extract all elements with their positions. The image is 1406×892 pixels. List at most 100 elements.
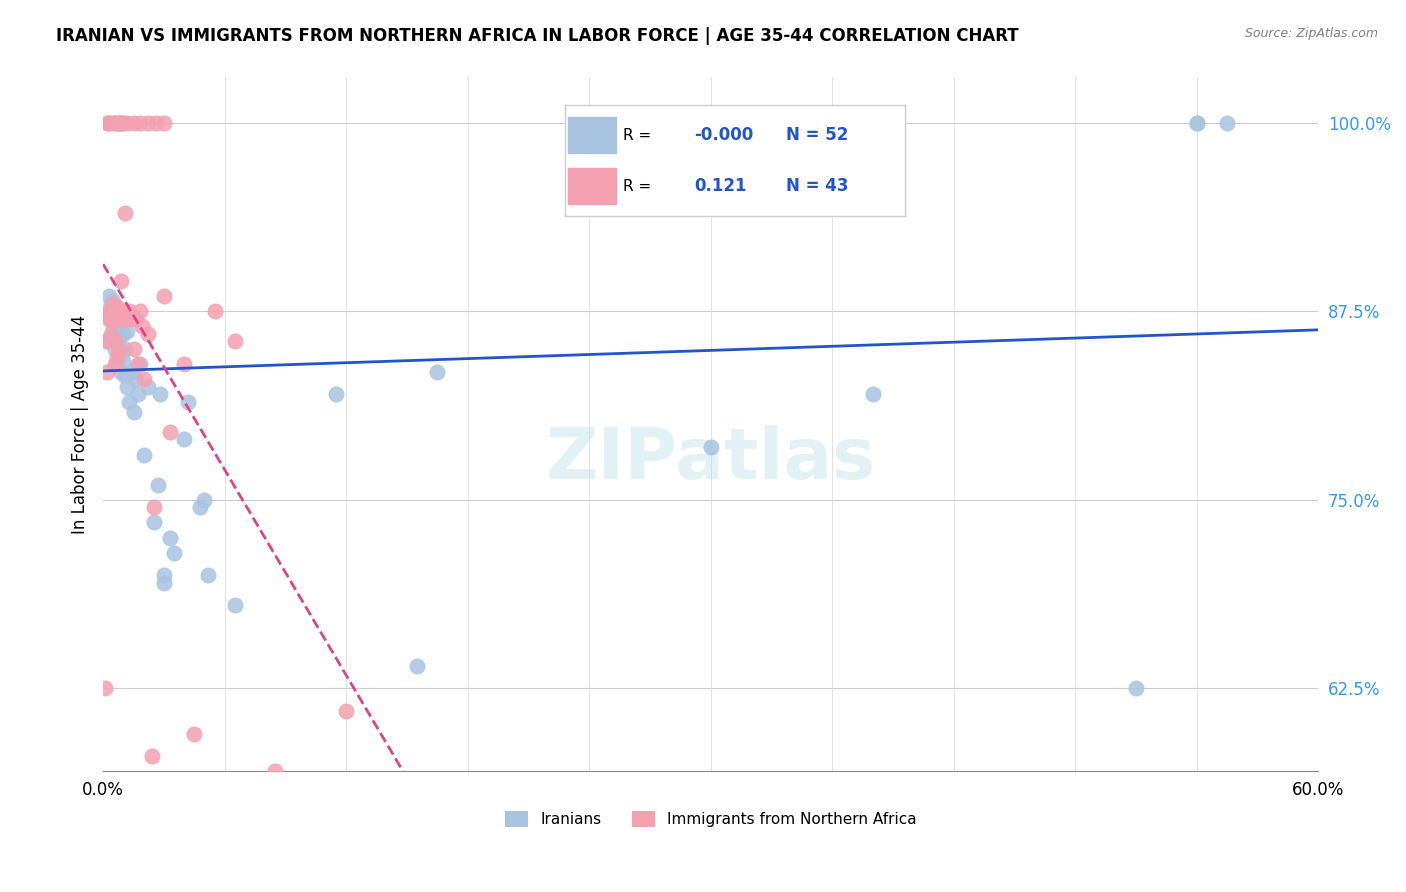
Point <box>98 304 121 318</box>
Point <box>136 380 159 394</box>
Point <box>112 304 135 318</box>
Point <box>104 342 127 356</box>
Point <box>132 372 155 386</box>
Y-axis label: In Labor Force | Age 35-44: In Labor Force | Age 35-44 <box>72 315 89 534</box>
Point <box>96 365 118 379</box>
Text: ZIPatlas: ZIPatlas <box>546 425 876 493</box>
Point <box>104 357 127 371</box>
Point <box>127 387 149 401</box>
Point <box>110 116 132 130</box>
Point <box>127 357 149 371</box>
Point <box>103 304 125 318</box>
Point <box>98 116 121 130</box>
Point <box>108 350 131 364</box>
Point <box>159 425 181 439</box>
Point <box>264 764 287 779</box>
Point <box>112 311 135 326</box>
Point <box>1185 116 1208 130</box>
Point <box>142 516 165 530</box>
Point <box>105 116 128 130</box>
Point <box>197 568 219 582</box>
Point <box>98 289 121 303</box>
Point <box>117 324 139 338</box>
Point <box>105 309 128 323</box>
Point <box>173 433 195 447</box>
Point <box>104 334 127 349</box>
Point <box>335 704 357 718</box>
Point <box>224 334 246 349</box>
Point <box>136 116 159 130</box>
Point <box>325 387 347 401</box>
Point <box>118 304 141 318</box>
Point <box>110 311 132 326</box>
Point <box>153 575 176 590</box>
Point <box>118 394 141 409</box>
Point <box>406 658 429 673</box>
Text: IRANIAN VS IMMIGRANTS FROM NORTHERN AFRICA IN LABOR FORCE | AGE 35-44 CORRELATIO: IRANIAN VS IMMIGRANTS FROM NORTHERN AFRI… <box>56 27 1019 45</box>
Point <box>128 116 150 130</box>
Point <box>457 787 479 801</box>
Point <box>112 354 135 368</box>
Point <box>98 304 121 318</box>
Point <box>103 326 125 341</box>
Point <box>100 311 122 326</box>
Point <box>104 116 127 130</box>
Point <box>121 311 143 326</box>
Point <box>153 289 176 303</box>
Point <box>193 492 215 507</box>
Point <box>96 116 118 130</box>
Point <box>1185 116 1208 130</box>
Point <box>183 726 205 740</box>
Point <box>117 311 139 326</box>
Point <box>100 311 122 326</box>
Point <box>132 448 155 462</box>
Point <box>98 311 121 326</box>
Point <box>153 116 176 130</box>
Point <box>124 372 146 386</box>
Point <box>149 387 172 401</box>
Point <box>142 500 165 515</box>
Point <box>128 304 150 318</box>
Point <box>159 531 181 545</box>
Point <box>110 274 132 288</box>
Point <box>122 116 145 130</box>
Point <box>110 116 132 130</box>
Point <box>131 319 153 334</box>
Point <box>108 116 131 130</box>
Point <box>862 387 884 401</box>
Point <box>122 405 145 419</box>
Text: Source: ZipAtlas.com: Source: ZipAtlas.com <box>1244 27 1378 40</box>
Point <box>121 365 143 379</box>
Point <box>163 546 186 560</box>
Point <box>1125 681 1147 696</box>
Point <box>124 311 146 326</box>
Point <box>112 326 135 341</box>
Point <box>112 116 135 130</box>
Point <box>145 116 167 130</box>
Point <box>108 116 131 130</box>
Point <box>105 300 128 314</box>
Point <box>136 326 159 341</box>
Point <box>153 568 176 582</box>
Point <box>100 326 122 341</box>
Point <box>103 319 125 334</box>
Point <box>103 304 125 318</box>
Point <box>94 681 117 696</box>
Point <box>699 440 721 454</box>
Point <box>105 357 128 371</box>
Point <box>98 116 121 130</box>
Point <box>105 350 128 364</box>
Point <box>204 304 226 318</box>
Point <box>104 324 127 338</box>
Point <box>426 365 449 379</box>
Point <box>103 116 125 130</box>
Point <box>146 817 169 831</box>
Point <box>104 116 127 130</box>
Point <box>128 357 150 371</box>
Point <box>108 330 131 344</box>
Point <box>110 365 132 379</box>
Point <box>177 394 200 409</box>
Point <box>122 342 145 356</box>
Point <box>103 293 125 308</box>
Point <box>112 116 135 130</box>
